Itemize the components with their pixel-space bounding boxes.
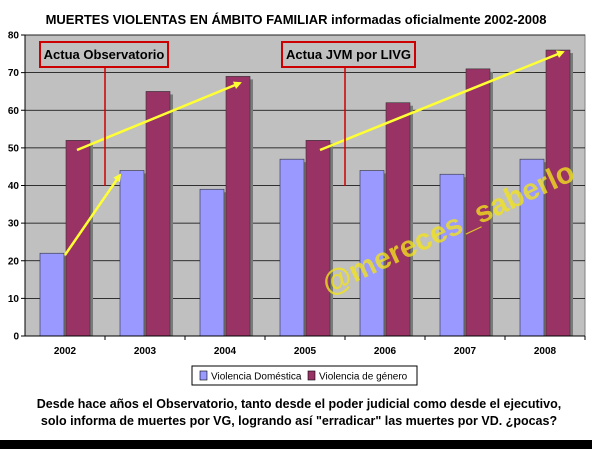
- bar-violencia-domestica-2008: [519, 158, 545, 337]
- bar-violencia-genero-2007: [465, 68, 491, 337]
- annotation-box: [281, 41, 416, 68]
- bar-violencia-domestica-2007: [439, 173, 465, 337]
- y-tick-label: 80: [8, 31, 20, 42]
- caption-line-1: Desde hace años el Observatorio, tanto d…: [36, 397, 562, 411]
- bar-violencia-genero-2006: [385, 102, 411, 337]
- annotation-label: Actua JVM por LIVG: [286, 47, 411, 62]
- bar-violencia-domestica-2005: [279, 158, 305, 337]
- x-tick-label: 2008: [534, 346, 557, 357]
- y-tick-label: 40: [8, 181, 20, 192]
- x-tick-label: 2006: [374, 346, 397, 357]
- x-tick-label: 2003: [134, 346, 157, 357]
- bar-violencia-genero-2004: [225, 76, 251, 337]
- trend-arrow: [319, 50, 565, 152]
- y-tick-label: 50: [8, 143, 20, 154]
- y-tick-label: 60: [8, 106, 20, 117]
- y-tick-label: 10: [8, 294, 20, 305]
- legend-swatch: [199, 370, 208, 381]
- legend-swatch: [307, 370, 316, 381]
- bar-violencia-domestica-2006: [359, 170, 385, 337]
- legend-box: [191, 365, 418, 386]
- x-tick-label: 2004: [214, 346, 237, 357]
- chart-title: MUERTES VIOLENTAS EN ÁMBITO FAMILIAR inf…: [46, 12, 547, 27]
- bar-violencia-genero-2008: [545, 49, 571, 337]
- x-tick-label: 2005: [294, 346, 317, 357]
- bottom-border: [0, 440, 592, 449]
- trend-arrow: [63, 173, 122, 256]
- y-tick-label: 0: [13, 332, 19, 343]
- bar-violencia-genero-2005: [305, 140, 331, 337]
- bar-violencia-domestica-2003: [119, 170, 145, 337]
- chart: MUERTES VIOLENTAS EN ÁMBITO FAMILIAR inf…: [8, 12, 586, 386]
- x-tick-label: 2007: [454, 346, 477, 357]
- x-tick-label: 2002: [54, 346, 77, 357]
- y-tick-label: 70: [8, 68, 20, 79]
- caption: Desde hace años el Observatorio, tanto d…: [6, 396, 592, 430]
- bar-violencia-genero-2003: [145, 91, 171, 337]
- y-tick-label: 20: [8, 256, 20, 267]
- legend-label: Violencia Doméstica: [211, 372, 302, 383]
- bar-violencia-domestica-2004: [199, 188, 225, 337]
- legend-label: Violencia de género: [319, 372, 408, 383]
- trend-arrow: [76, 81, 242, 152]
- annotation-label: Actua Observatorio: [44, 47, 165, 62]
- y-tick-label: 30: [8, 219, 20, 230]
- caption-line-2: solo informa de muertes por VG, logrando…: [40, 414, 558, 428]
- annotation-box: [39, 41, 169, 68]
- bar-violencia-domestica-2002: [39, 252, 65, 337]
